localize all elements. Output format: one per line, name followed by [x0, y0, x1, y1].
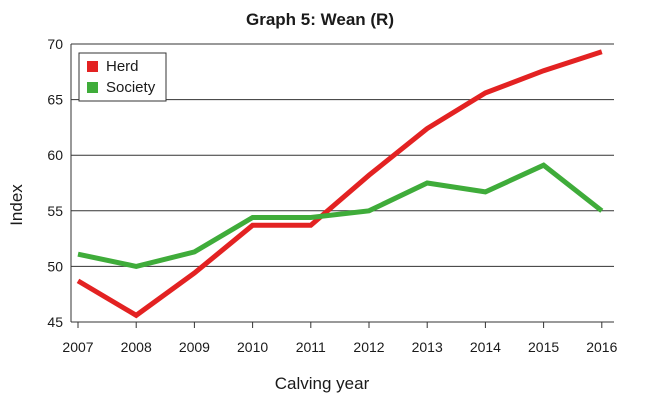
x-tick-label: 2016 — [586, 339, 617, 355]
legend-label-herd: Herd — [106, 58, 139, 75]
x-tick-label: 2009 — [179, 339, 210, 355]
series-layer — [76, 49, 604, 319]
x-tick-label: 2008 — [121, 339, 152, 355]
x-axis-title: Calving year — [275, 374, 370, 393]
legend-swatch-society — [87, 82, 98, 93]
y-tick-label: 55 — [47, 203, 63, 219]
y-tick-label: 65 — [47, 92, 63, 108]
legend-swatch-herd — [87, 61, 98, 72]
legend-label-society: Society — [106, 79, 156, 96]
x-tick-label: 2013 — [412, 339, 443, 355]
chart-title: Graph 5: Wean (R) — [246, 10, 394, 29]
x-tick-label: 2010 — [237, 339, 268, 355]
series-line-society — [77, 162, 604, 269]
legend: Herd Society — [78, 52, 167, 102]
y-tick-label: 50 — [47, 258, 63, 274]
x-tick-label: 2014 — [470, 339, 501, 355]
y-tick-label: 70 — [47, 36, 63, 52]
y-axis-ticks: 45 50 55 60 65 70 — [47, 36, 63, 330]
x-tick-label: 2011 — [296, 339, 326, 355]
series-line-herd — [76, 49, 603, 319]
x-axis-ticks: 2007 2008 2009 2010 2011 2012 2013 2014 2015 2016 — [62, 322, 618, 355]
x-tick-label: 2007 — [62, 339, 93, 355]
y-tick-label: 60 — [47, 147, 63, 163]
x-tick-label: 2015 — [528, 339, 559, 355]
x-tick-label: 2012 — [353, 339, 384, 355]
y-tick-label: 45 — [47, 314, 63, 330]
y-axis-title: Index — [7, 184, 26, 226]
axes — [70, 44, 614, 323]
